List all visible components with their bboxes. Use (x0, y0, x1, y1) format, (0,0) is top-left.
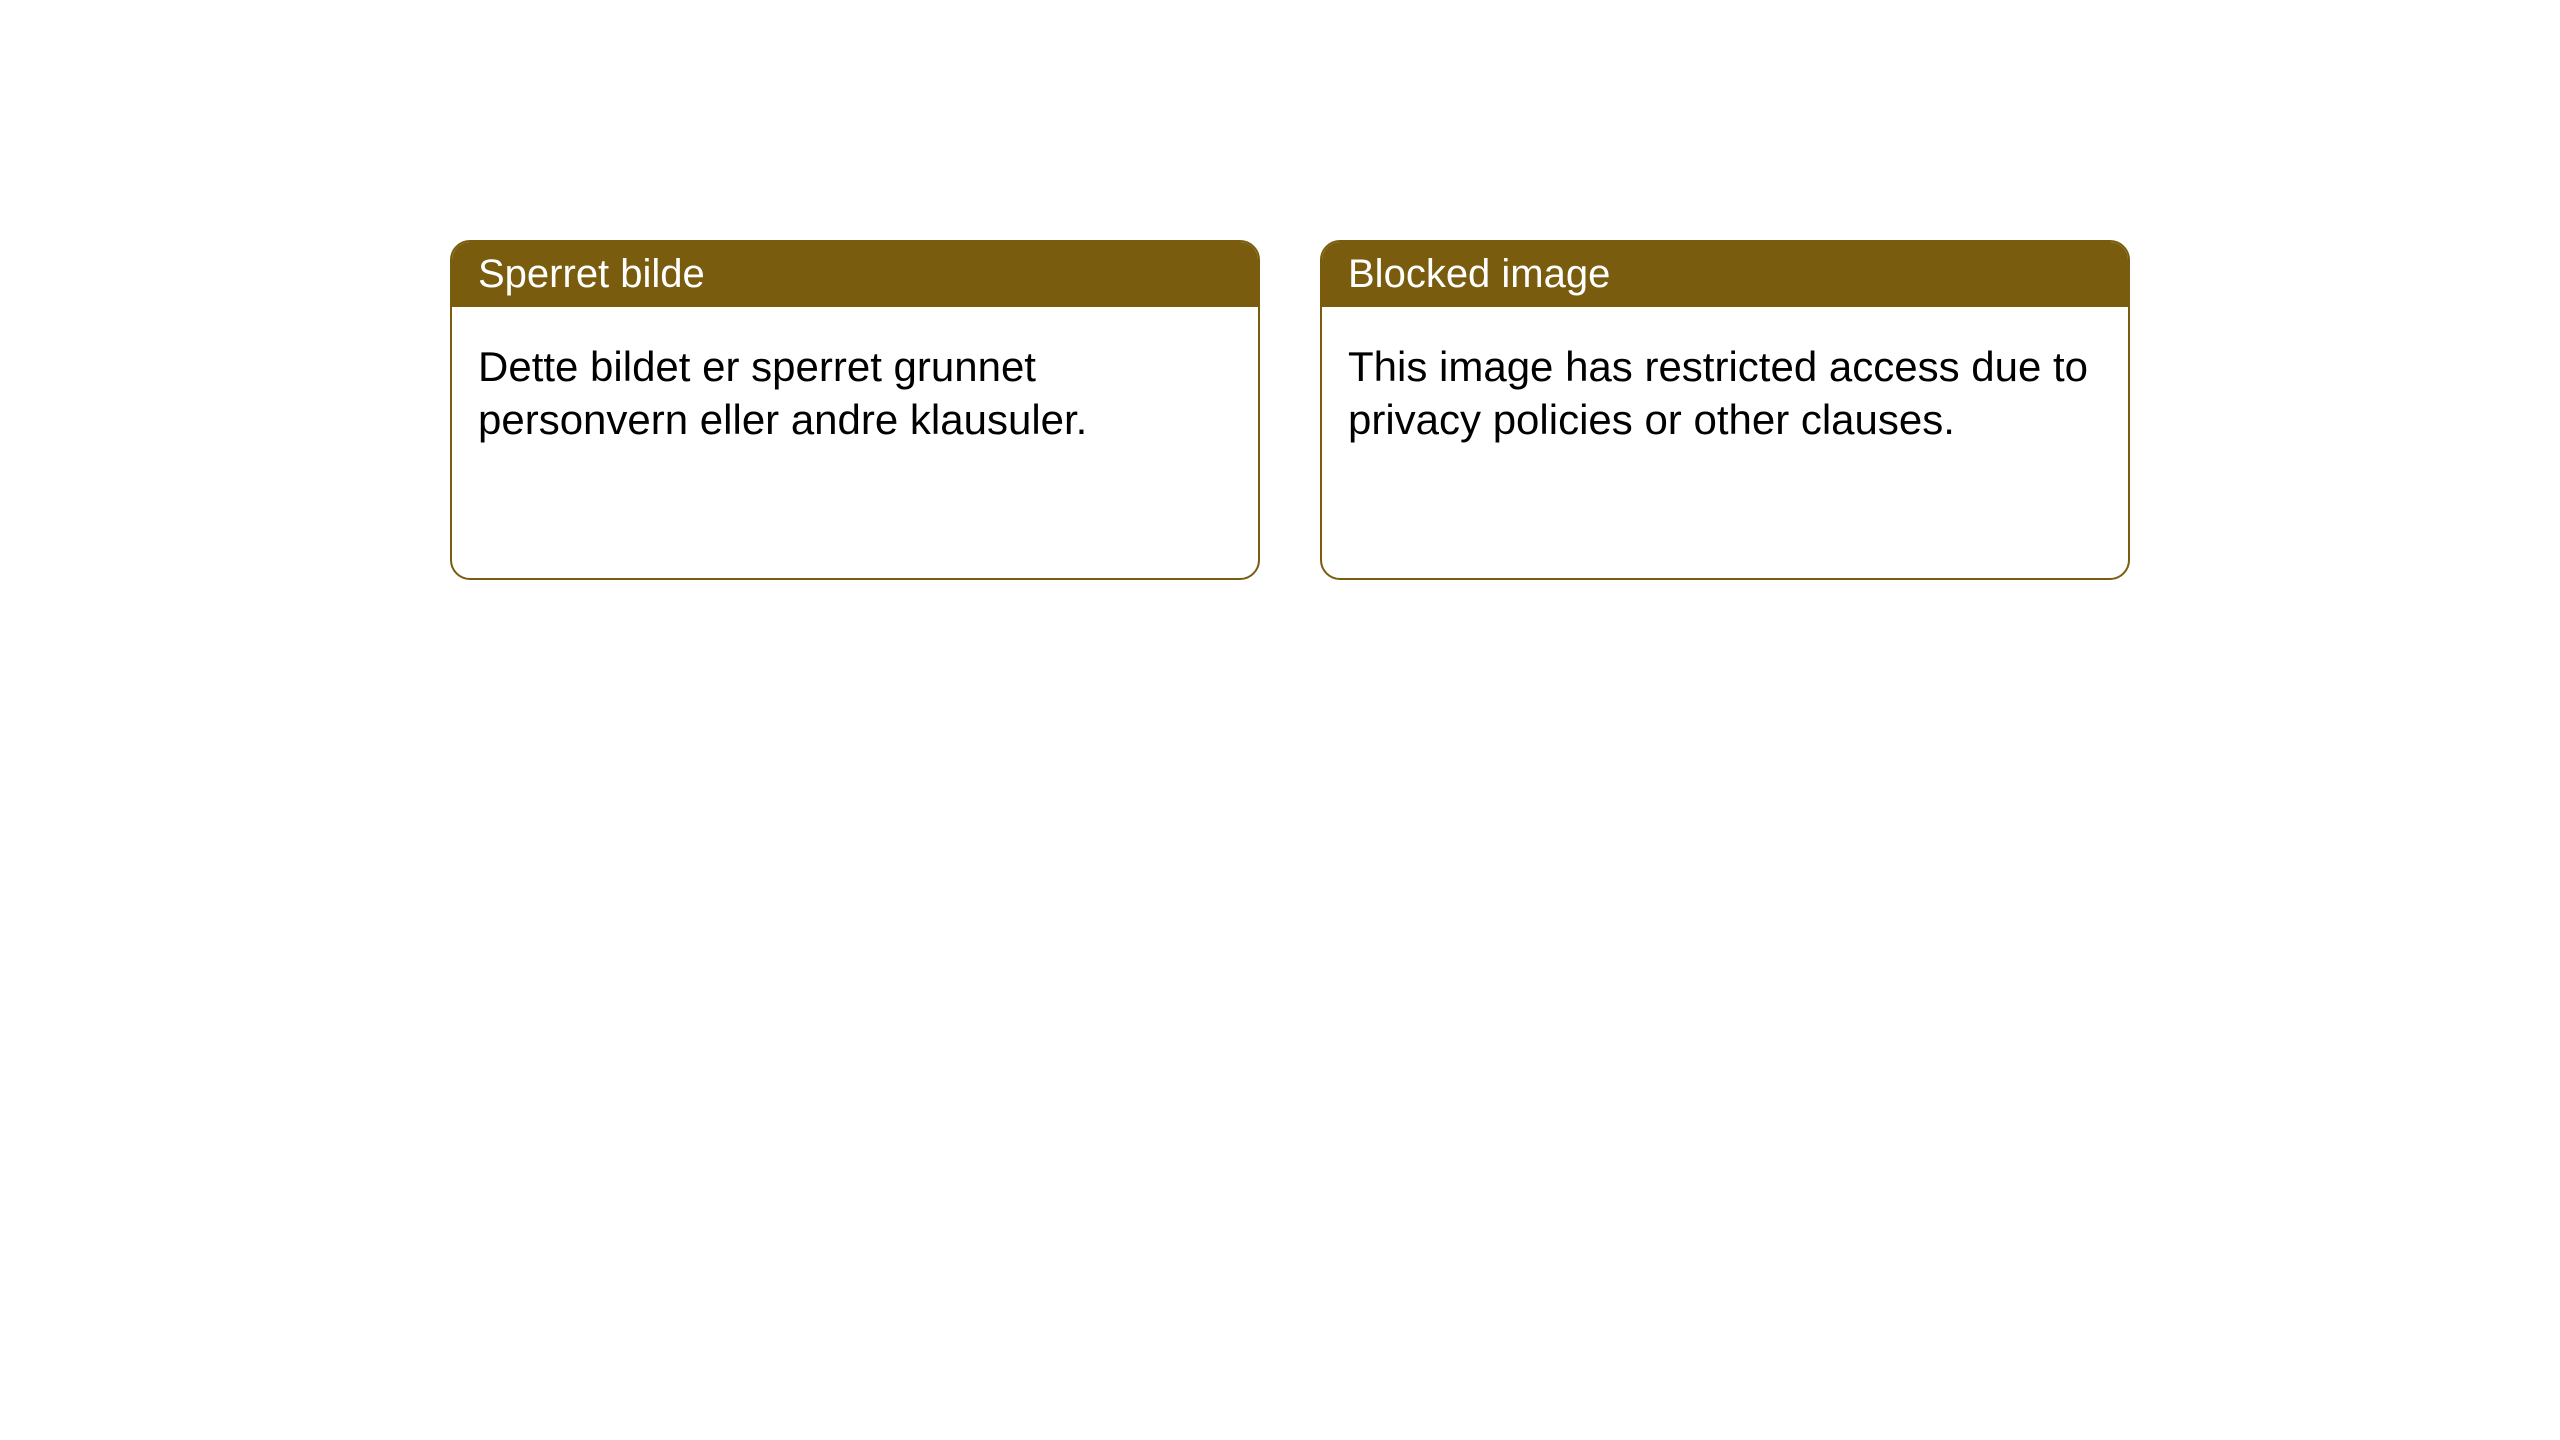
card-body-text: This image has restricted access due to … (1348, 343, 2088, 443)
notice-card-english: Blocked image This image has restricted … (1320, 240, 2130, 580)
card-body: This image has restricted access due to … (1322, 307, 2128, 480)
notice-cards-container: Sperret bilde Dette bildet er sperret gr… (0, 0, 2560, 580)
card-body: Dette bildet er sperret grunnet personve… (452, 307, 1258, 480)
card-header: Sperret bilde (452, 242, 1258, 307)
card-body-text: Dette bildet er sperret grunnet personve… (478, 343, 1087, 443)
card-title: Sperret bilde (478, 252, 705, 296)
notice-card-norwegian: Sperret bilde Dette bildet er sperret gr… (450, 240, 1260, 580)
card-title: Blocked image (1348, 252, 1610, 296)
card-header: Blocked image (1322, 242, 2128, 307)
